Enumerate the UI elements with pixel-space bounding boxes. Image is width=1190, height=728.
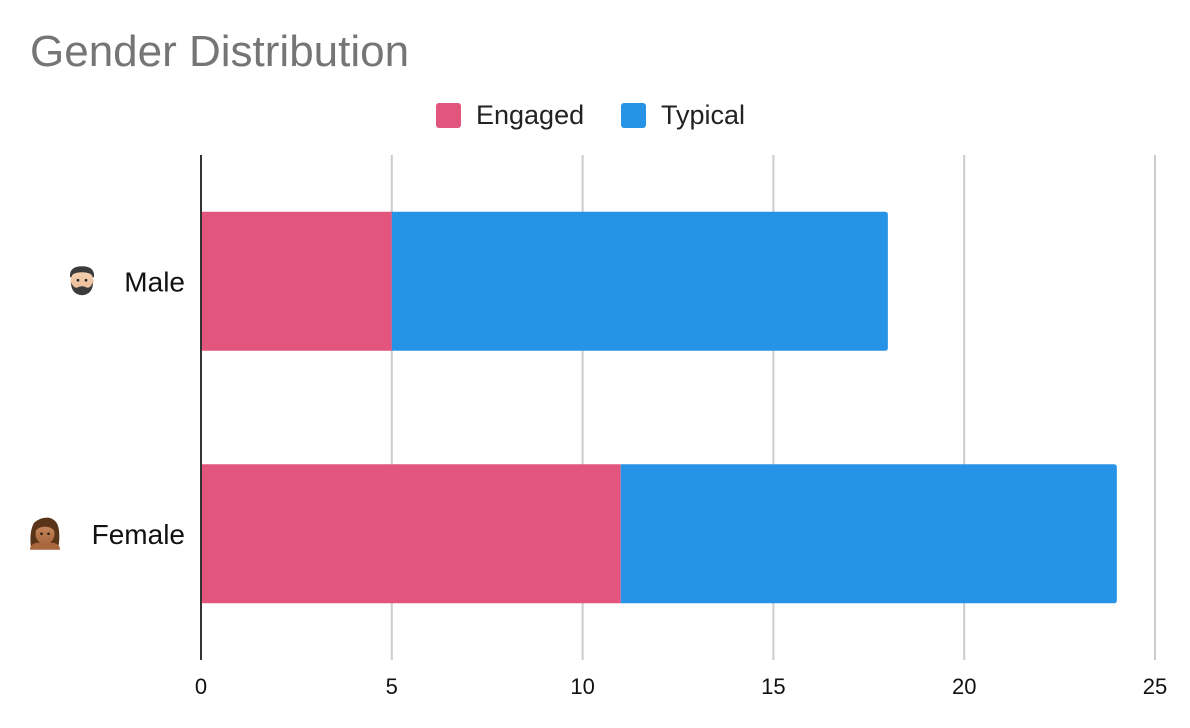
x-tick-label-20: 20 [952, 674, 976, 699]
x-tick-label-25: 25 [1143, 674, 1167, 699]
bar-male-typical[interactable] [391, 211, 888, 351]
x-tick-label-5: 5 [386, 674, 398, 699]
category-label-female: Female [92, 519, 185, 550]
legend-label-engaged: Engaged [476, 100, 584, 130]
x-tick-label-15: 15 [761, 674, 785, 699]
x-tick-label-0: 0 [195, 674, 207, 699]
woman-icon [30, 517, 60, 550]
category-labels: Male Female [30, 266, 185, 550]
x-axis-ticks: 0 5 10 15 20 25 [195, 674, 1167, 699]
x-tick-label-10: 10 [570, 674, 594, 699]
legend-swatch-typical [621, 103, 646, 128]
legend-item-engaged[interactable]: Engaged [436, 100, 584, 130]
man-beard-icon [69, 266, 95, 296]
legend: Engaged Typical [436, 100, 745, 130]
category-female: Female [30, 517, 185, 550]
bars [201, 211, 1117, 604]
bar-female-typical[interactable] [620, 464, 1117, 604]
legend-label-typical: Typical [661, 100, 745, 130]
bar-female-engaged[interactable] [201, 464, 621, 604]
category-male: Male [69, 266, 185, 297]
bar-male-engaged[interactable] [201, 211, 392, 351]
legend-swatch-engaged [436, 103, 461, 128]
category-label-male: Male [124, 266, 185, 297]
legend-item-typical[interactable]: Typical [621, 100, 745, 130]
chart-title: Gender Distribution [30, 27, 409, 76]
